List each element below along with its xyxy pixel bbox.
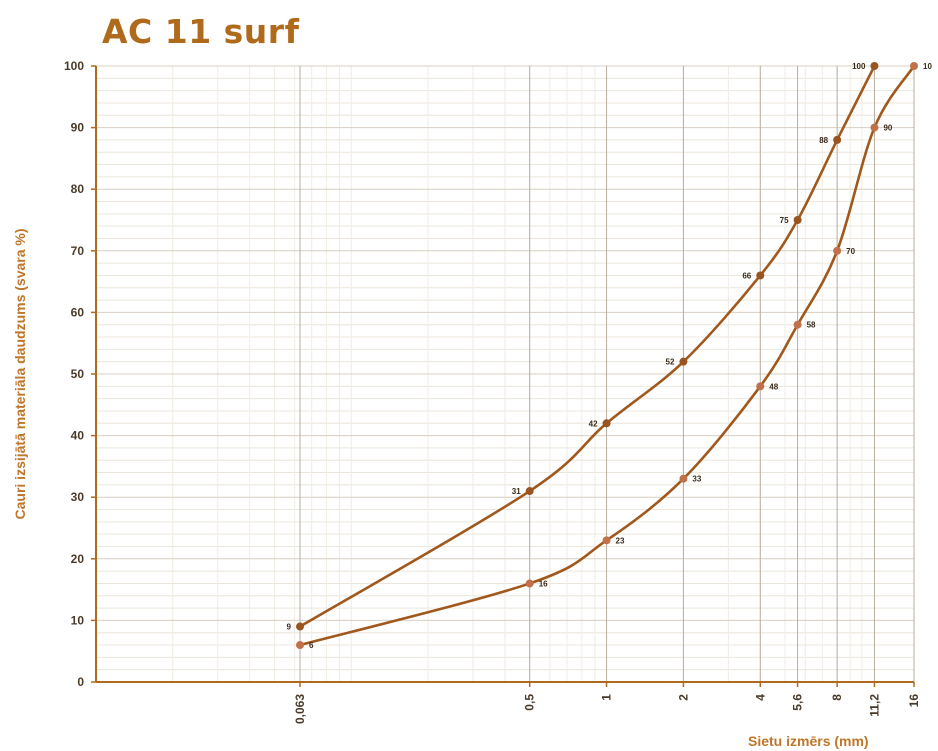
y-tick-label: 50 bbox=[71, 367, 85, 381]
data-label: 42 bbox=[589, 419, 598, 428]
data-label: 75 bbox=[780, 216, 789, 225]
y-tick-label: 0 bbox=[77, 675, 84, 689]
y-tick-label: 60 bbox=[71, 305, 85, 319]
x-tick-label: 0,063 bbox=[293, 694, 307, 724]
data-label: 52 bbox=[666, 358, 675, 367]
x-tick-label: 4 bbox=[753, 694, 767, 701]
x-tick-label: 2 bbox=[676, 694, 690, 701]
x-tick-label: 16 bbox=[907, 694, 921, 708]
y-tick-label: 80 bbox=[71, 182, 85, 196]
data-point bbox=[870, 62, 879, 70]
y-tick-label: 20 bbox=[71, 552, 85, 566]
y-tick-label: 100 bbox=[64, 59, 84, 73]
data-point bbox=[833, 135, 842, 144]
data-label: 90 bbox=[883, 124, 892, 133]
data-label: 6 bbox=[309, 641, 314, 650]
y-tick-label: 70 bbox=[71, 244, 85, 258]
series-1: 9 31 42 52 66 75 88 100 bbox=[287, 62, 879, 632]
x-tick-label: 5,6 bbox=[791, 694, 805, 711]
data-point bbox=[525, 579, 534, 588]
series-2: 6 16 23 33 48 58 70 90 10 bbox=[296, 62, 932, 650]
data-label: 9 bbox=[287, 623, 292, 632]
x-tick-labels: 0,063 0,5 1 2 4 5,6 8 11,2 16 bbox=[293, 694, 921, 724]
data-point bbox=[296, 622, 304, 631]
data-point bbox=[793, 216, 802, 224]
data-point bbox=[756, 382, 765, 391]
data-label: 16 bbox=[539, 579, 548, 588]
chart-title: AC 11 surf bbox=[102, 12, 300, 51]
data-label: 33 bbox=[692, 475, 701, 484]
axes bbox=[91, 65, 915, 687]
x-tick-label: 1 bbox=[600, 694, 614, 701]
y-tick-label: 90 bbox=[71, 121, 85, 135]
data-point bbox=[870, 123, 879, 132]
y-tick-labels: 0 10 20 30 40 50 60 70 80 90 100 bbox=[64, 59, 84, 689]
data-label: 58 bbox=[807, 321, 816, 330]
data-label: 31 bbox=[512, 487, 521, 496]
data-point bbox=[833, 246, 842, 255]
data-point bbox=[756, 271, 765, 280]
data-label: 23 bbox=[616, 536, 625, 545]
data-point bbox=[525, 487, 534, 496]
series-line bbox=[299, 65, 876, 628]
x-tick-label: 0,5 bbox=[523, 694, 537, 711]
data-point bbox=[793, 320, 802, 329]
data-point bbox=[602, 419, 611, 428]
grid bbox=[96, 65, 915, 683]
data-point bbox=[679, 474, 688, 483]
data-label: 100 bbox=[852, 62, 866, 71]
data-label: 70 bbox=[846, 247, 855, 256]
data-point bbox=[602, 536, 611, 545]
data-point bbox=[679, 357, 688, 366]
x-axis-label: Sietu izmērs (mm) bbox=[748, 733, 869, 749]
data-label: 10 bbox=[923, 62, 932, 71]
data-point bbox=[296, 641, 304, 650]
y-tick-label: 40 bbox=[71, 429, 85, 443]
data-point bbox=[910, 62, 918, 70]
series-layer: 9 31 42 52 66 75 88 100 6 16 23 33 48 58 70 90 10 bbox=[287, 62, 932, 650]
y-tick-label: 30 bbox=[71, 490, 85, 504]
x-tick-label: 8 bbox=[830, 694, 844, 701]
y-axis-label: Cauri izsijātā materiāla daudzums (svara… bbox=[12, 229, 28, 520]
data-label: 88 bbox=[819, 136, 828, 145]
y-tick-label: 10 bbox=[71, 613, 85, 627]
x-tick-label: 11,2 bbox=[867, 694, 881, 717]
data-label: 48 bbox=[769, 382, 778, 391]
data-label: 66 bbox=[742, 271, 751, 280]
